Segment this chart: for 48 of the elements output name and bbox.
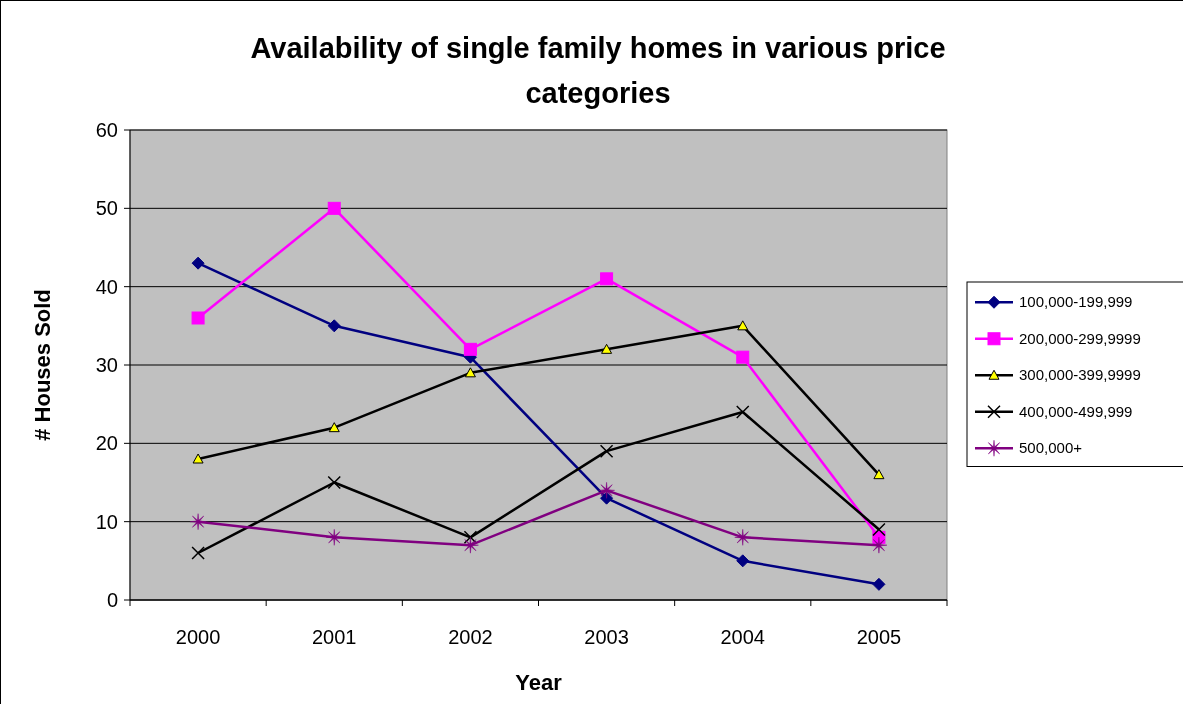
legend-label: 400,000-499,999 <box>1019 402 1133 420</box>
point <box>464 367 476 378</box>
point <box>191 311 205 325</box>
y-tick-label: 60 <box>95 119 118 141</box>
y-tick-label: 50 <box>95 197 118 220</box>
y-tick-label: 0 <box>106 589 118 611</box>
point <box>191 256 205 270</box>
x-tick-label: 2002 <box>448 626 493 648</box>
point <box>327 475 341 490</box>
legend-label: 100,000-199,999 <box>1019 293 1133 311</box>
x-tick-label: 2000 <box>175 626 221 648</box>
point <box>189 513 207 530</box>
y-tick-label: 10 <box>95 510 118 533</box>
x-axis-title: Year <box>515 670 563 695</box>
y-axis-title: # Houses Sold <box>30 289 55 441</box>
legend-label: 200,000-299,9999 <box>1019 329 1141 347</box>
point <box>736 405 750 419</box>
y-tick-label: 20 <box>95 432 118 455</box>
point <box>463 530 478 545</box>
x-tick-label: 2003 <box>584 626 629 648</box>
point <box>327 201 341 215</box>
legend-label: 500,000+ <box>1019 439 1083 457</box>
point <box>462 536 479 554</box>
point <box>600 272 614 286</box>
point <box>736 554 750 568</box>
point <box>734 529 751 546</box>
point <box>870 536 888 554</box>
point <box>463 342 477 356</box>
x-tick-label: 2005 <box>856 626 902 648</box>
point <box>598 482 615 499</box>
point <box>736 350 750 364</box>
point <box>599 444 614 458</box>
point <box>873 469 885 480</box>
y-tick-label: 40 <box>95 275 118 298</box>
point <box>191 546 205 560</box>
x-tick-label: 2004 <box>720 626 765 648</box>
point <box>328 422 340 433</box>
point <box>192 453 204 464</box>
chart-title: Availability of single family homes in various price categories <box>250 32 946 109</box>
x-tick-label: 2001 <box>312 626 357 648</box>
point <box>601 343 613 354</box>
y-tick-label: 30 <box>95 354 118 376</box>
point <box>872 577 886 591</box>
point <box>326 529 343 546</box>
legend-label: 300,000-399,9999 <box>1019 366 1141 384</box>
point <box>872 522 886 537</box>
point <box>737 320 749 331</box>
point <box>327 319 341 333</box>
